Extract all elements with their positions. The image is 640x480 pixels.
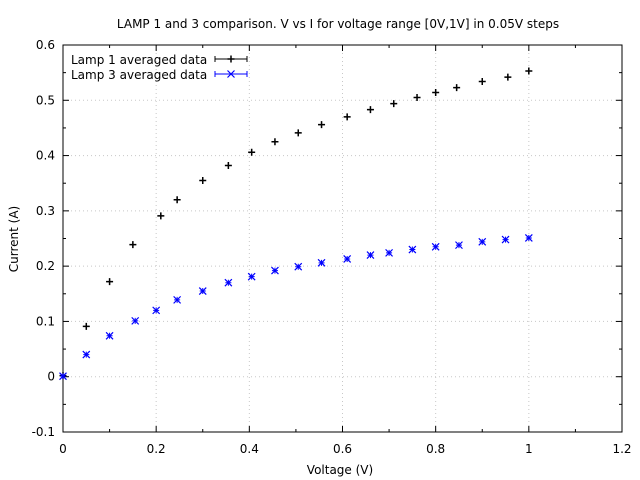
- x-axis-label: Voltage (V): [307, 463, 373, 477]
- y-tick-label: 0.5: [36, 93, 55, 107]
- data-point: [82, 350, 91, 359]
- y-tick-label: 0.3: [36, 204, 55, 218]
- data-point: [343, 113, 351, 121]
- x-tick-label: 0: [59, 442, 67, 456]
- data-point: [82, 322, 90, 330]
- y-tick-label: 0.2: [36, 259, 55, 273]
- data-point: [366, 106, 374, 114]
- data-point: [131, 316, 140, 325]
- series-2: [59, 234, 533, 381]
- data-point: [152, 306, 161, 315]
- data-point: [524, 234, 533, 242]
- data-point: [343, 255, 352, 263]
- x-tick-label: 1: [525, 442, 533, 456]
- y-axis-label: Current (A): [7, 206, 21, 272]
- y-tick-label: -0.1: [32, 425, 55, 439]
- data-point: [105, 331, 114, 340]
- data-point: [432, 89, 440, 97]
- y-tick-label: 0.6: [36, 38, 55, 52]
- grid: [63, 45, 622, 432]
- data-point: [248, 148, 256, 156]
- data-point: [106, 278, 114, 286]
- legend-sample-lamp3: [214, 70, 248, 78]
- legend-label-lamp1: Lamp 1 averaged data: [71, 53, 207, 67]
- data-point: [453, 84, 461, 92]
- data-point: [173, 295, 182, 304]
- data-point: [294, 129, 302, 137]
- series-points: [59, 67, 533, 381]
- axis-ticks: [62, 44, 623, 433]
- data-point: [317, 258, 326, 267]
- series-1: [59, 67, 533, 380]
- data-point: [501, 235, 510, 244]
- data-point: [431, 242, 440, 251]
- data-point: [390, 100, 398, 108]
- chart-title: LAMP 1 and 3 comparison. V vs I for volt…: [117, 17, 559, 31]
- data-point: [318, 121, 326, 129]
- data-point: [271, 138, 279, 146]
- data-point: [478, 237, 487, 246]
- x-tick-label: 0.8: [426, 442, 445, 456]
- data-point: [525, 67, 533, 75]
- data-point: [247, 272, 256, 281]
- y-tick-label: 0: [47, 370, 55, 384]
- data-point: [59, 372, 67, 381]
- data-point: [455, 241, 463, 250]
- x-tick-label: 1.2: [612, 442, 631, 456]
- y-tick-label: 0.4: [36, 149, 55, 163]
- x-tick-labels: 0 0.2 0.4 0.6 0.8 1 1.2: [59, 442, 631, 456]
- data-point: [271, 266, 279, 275]
- data-point: [173, 196, 181, 204]
- data-point: [366, 251, 375, 260]
- data-point: [294, 262, 303, 271]
- data-point: [408, 245, 417, 254]
- data-point: [413, 94, 421, 102]
- data-point: [504, 73, 512, 81]
- data-point: [198, 287, 207, 295]
- data-point: [199, 176, 207, 184]
- legend-label-lamp3: Lamp 3 averaged data: [71, 68, 207, 82]
- data-point: [157, 212, 165, 220]
- data-point: [129, 241, 137, 249]
- data-point: [385, 248, 394, 257]
- y-tick-labels: -0.1 0 0.1 0.2 0.3 0.4 0.5 0.6: [32, 38, 55, 439]
- data-point: [224, 162, 232, 170]
- x-tick-label: 0.4: [240, 442, 259, 456]
- y-tick-label: 0.1: [36, 314, 55, 328]
- x-tick-label: 0.2: [147, 442, 166, 456]
- legend: Lamp 1 averaged data Lamp 3 averaged dat…: [71, 53, 248, 82]
- legend-sample-lamp1: [214, 55, 248, 63]
- data-point: [478, 77, 486, 85]
- x-tick-label: 0.6: [333, 442, 352, 456]
- data-point: [224, 278, 233, 287]
